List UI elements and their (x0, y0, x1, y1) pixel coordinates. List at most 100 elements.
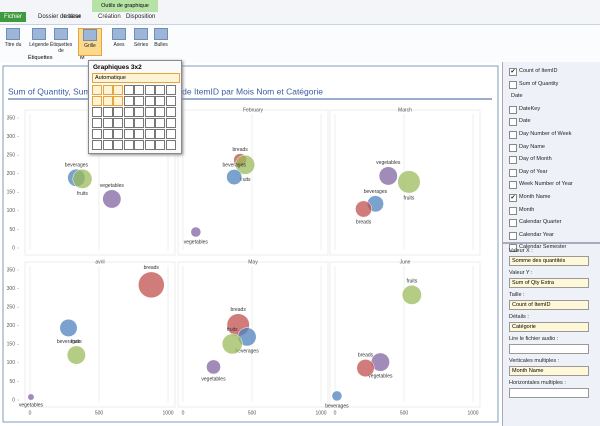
field-item[interactable]: Day Number of Week (509, 131, 571, 139)
ribbon-button[interactable]: Grille (78, 28, 102, 56)
tab[interactable]: Disposition (126, 14, 156, 20)
grid-cell[interactable] (134, 129, 144, 139)
grid-cell[interactable] (165, 140, 176, 150)
checkbox[interactable] (509, 219, 517, 228)
well-value[interactable]: Somme des quantités (509, 256, 589, 266)
chart: Sum of Quantity, Sum of Qty Extra et Nom… (2, 65, 499, 423)
grid-cell[interactable] (155, 96, 165, 106)
field-item[interactable]: Calendar Quarter (509, 219, 562, 228)
grid-cell[interactable] (134, 107, 144, 117)
well-empty[interactable] (509, 344, 589, 354)
field-item[interactable]: Day Name (509, 143, 545, 152)
ribbon-button[interactable]: Titre du (2, 28, 24, 48)
grid-cell[interactable] (92, 140, 102, 150)
well-value[interactable]: Month Name (509, 366, 589, 376)
grid-cell[interactable] (165, 118, 176, 128)
field-item[interactable]: Day of Year (509, 168, 547, 177)
tab[interactable]: Dossier de base (38, 14, 82, 20)
grid-cell[interactable] (113, 107, 123, 117)
checkbox[interactable]: ✔ (509, 68, 517, 76)
tab[interactable]: Fichier (0, 12, 27, 22)
grid-cell[interactable] (134, 85, 144, 95)
ribbon-button[interactable]: Séries (130, 28, 152, 48)
checkbox[interactable] (509, 181, 517, 190)
x-tick-label: 1000 (315, 410, 326, 416)
checkbox[interactable] (509, 131, 517, 139)
tab[interactable]: Création (98, 14, 121, 20)
checkbox[interactable] (509, 80, 517, 89)
field-item[interactable]: Month (509, 206, 534, 215)
grid-cell[interactable] (134, 96, 144, 106)
checkbox[interactable] (509, 156, 517, 165)
grid-cell[interactable] (123, 129, 134, 139)
grid-cell[interactable] (155, 85, 165, 95)
grid-cell[interactable] (113, 118, 123, 128)
ribbon-button[interactable]: Axes (108, 28, 130, 48)
grid-cell[interactable] (123, 118, 134, 128)
grid-cell[interactable] (92, 96, 102, 106)
checkbox[interactable] (509, 206, 517, 215)
table-header[interactable]: Date (511, 93, 523, 100)
grid-cell[interactable] (102, 140, 113, 150)
grid-cell[interactable] (113, 96, 123, 106)
grid-cell[interactable] (155, 129, 165, 139)
grid-cell[interactable] (102, 96, 113, 106)
checkbox[interactable] (509, 143, 517, 152)
field-item[interactable]: Calendar Semester (509, 244, 566, 253)
grid-cell[interactable] (144, 107, 155, 117)
grid-cell[interactable] (123, 85, 134, 95)
checkbox[interactable]: ✔ (509, 194, 517, 202)
field-item[interactable]: ✔ Month Name (509, 194, 551, 202)
grid-cell[interactable] (155, 118, 165, 128)
well-value[interactable]: Sum of Qty Extra (509, 278, 589, 288)
field-item[interactable]: Week Number of Year (509, 181, 573, 190)
grid-cell[interactable] (134, 140, 144, 150)
grid-cell[interactable] (134, 118, 144, 128)
grid-cell[interactable] (113, 140, 123, 150)
well-value[interactable]: Count of ItemID (509, 300, 589, 310)
field-item[interactable]: Date (509, 118, 531, 127)
popup-option[interactable]: Automatique (92, 73, 180, 83)
field-label: Day Name (519, 143, 545, 150)
grid-cell[interactable] (165, 85, 176, 95)
grid-cell[interactable] (113, 129, 123, 139)
grid-cell[interactable] (144, 129, 155, 139)
grid-cell[interactable] (102, 107, 113, 117)
tab[interactable]: Insérer (62, 14, 81, 20)
ribbon-button[interactable]: Bulles (150, 28, 172, 48)
grid-cell[interactable] (144, 140, 155, 150)
well-value[interactable]: Catégorie (509, 322, 589, 332)
grid-cell[interactable] (123, 96, 134, 106)
grid-cell[interactable] (92, 107, 102, 117)
field-item[interactable]: ✔ Count of ItemID (509, 68, 558, 76)
grid-cell[interactable] (123, 107, 134, 117)
ribbon-button[interactable]: Légende (28, 28, 50, 48)
grid-cell[interactable] (113, 85, 123, 95)
grid-cell[interactable] (155, 140, 165, 150)
grid-cell[interactable] (92, 85, 102, 95)
grid-cell[interactable] (123, 140, 134, 150)
well-empty[interactable] (509, 388, 589, 398)
field-item[interactable]: DateKey (509, 105, 540, 114)
grid-cell[interactable] (102, 118, 113, 128)
grid-cell[interactable] (165, 107, 176, 117)
grid-cell[interactable] (144, 118, 155, 128)
checkbox[interactable] (509, 118, 517, 127)
checkbox[interactable] (509, 168, 517, 177)
grid-cell[interactable] (102, 129, 113, 139)
grid-cell[interactable] (92, 129, 102, 139)
grid-cell[interactable] (165, 96, 176, 106)
field-item[interactable]: Calendar Year (509, 231, 554, 240)
checkbox[interactable] (509, 231, 517, 240)
grid-cell[interactable] (155, 107, 165, 117)
grid-cell[interactable] (144, 85, 155, 95)
grid-cell[interactable] (92, 118, 102, 128)
field-item[interactable]: Day of Month (509, 156, 552, 165)
ribbon-button[interactable]: Étiquettes de (50, 28, 72, 54)
checkbox[interactable] (509, 244, 517, 253)
field-item[interactable]: Sum of Quantity (509, 80, 558, 89)
grid-cell[interactable] (144, 96, 155, 106)
grid-cell[interactable] (102, 85, 113, 95)
grid-cell[interactable] (165, 129, 176, 139)
checkbox[interactable] (509, 105, 517, 114)
